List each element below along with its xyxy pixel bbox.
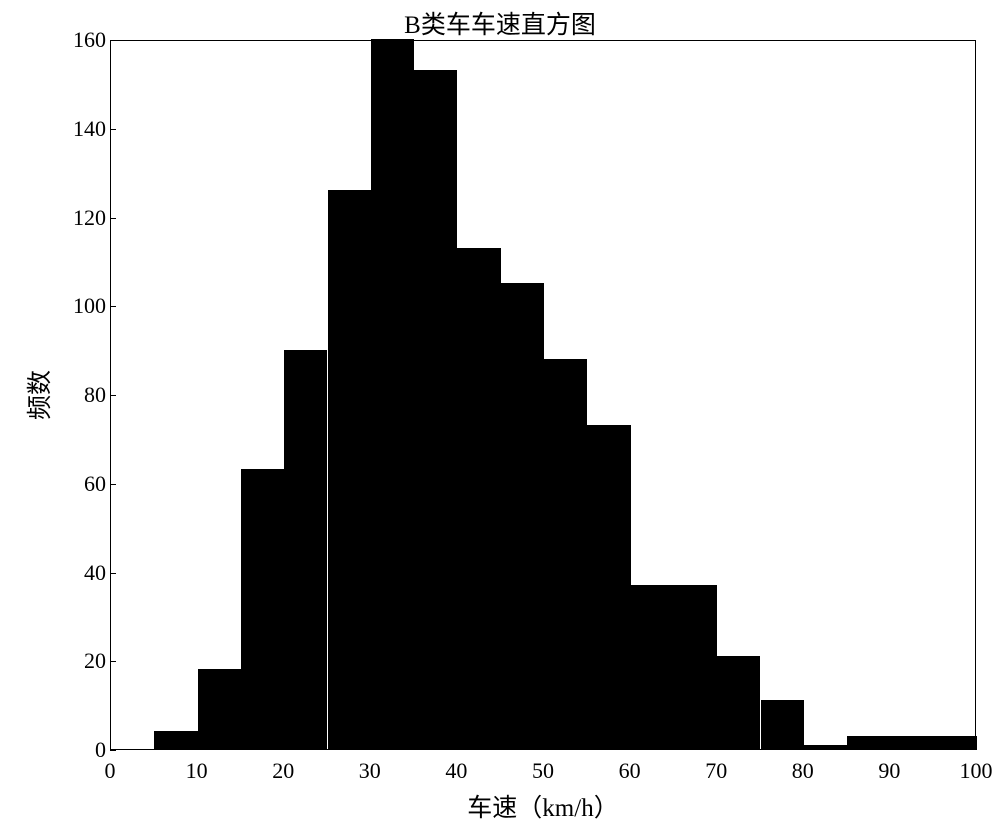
x-tick-label: 50	[532, 758, 554, 784]
x-tick-label: 0	[105, 758, 116, 784]
y-tick-mark	[110, 40, 116, 41]
x-tick-label: 10	[186, 758, 208, 784]
histogram-bar	[457, 248, 500, 749]
histogram-bar	[414, 70, 457, 749]
x-tick-mark	[889, 744, 890, 750]
y-axis-label: 频数	[20, 370, 56, 420]
histogram-bar	[501, 283, 544, 749]
y-tick-mark	[110, 395, 116, 396]
histogram-bar	[544, 359, 587, 750]
y-tick-label: 80	[84, 382, 106, 408]
x-tick-label: 90	[878, 758, 900, 784]
histogram-bar	[198, 669, 241, 749]
histogram-bar	[587, 425, 630, 749]
y-tick-mark	[110, 750, 116, 751]
histogram-bar	[674, 585, 717, 749]
y-tick-label: 60	[84, 471, 106, 497]
y-tick-label: 40	[84, 560, 106, 586]
y-tick-mark	[110, 573, 116, 574]
x-tick-mark	[370, 744, 371, 750]
x-axis-label: 车速（km/h）	[467, 788, 618, 824]
y-tick-label: 100	[73, 293, 106, 319]
x-tick-label: 80	[792, 758, 814, 784]
histogram-bar	[284, 350, 327, 749]
histogram-bar	[717, 656, 760, 749]
y-tick-mark	[110, 129, 116, 130]
histogram-bar	[328, 190, 371, 749]
figure: B类车车速直方图 频数 车速（km/h） 0 20 40 60 80 100 120 140 1…	[0, 0, 1000, 826]
chart-title: B类车车速直方图	[0, 5, 1000, 41]
histogram-bar	[934, 736, 977, 749]
x-tick-mark	[197, 744, 198, 750]
histogram-bar	[890, 736, 933, 749]
histogram-bar	[371, 39, 414, 749]
x-tick-label: 20	[272, 758, 294, 784]
x-tick-mark	[803, 744, 804, 750]
histogram-bar	[847, 736, 890, 749]
histogram-bar	[631, 585, 674, 749]
x-tick-mark	[630, 744, 631, 750]
x-tick-mark	[110, 744, 111, 750]
x-tick-mark	[456, 744, 457, 750]
y-tick-label: 20	[84, 648, 106, 674]
x-tick-label: 30	[359, 758, 381, 784]
y-tick-label: 120	[73, 205, 106, 231]
x-tick-label: 70	[705, 758, 727, 784]
x-tick-mark	[976, 744, 977, 750]
y-tick-label: 140	[73, 116, 106, 142]
y-tick-mark	[110, 218, 116, 219]
x-tick-label: 100	[960, 758, 993, 784]
y-tick-mark	[110, 306, 116, 307]
x-tick-mark	[283, 744, 284, 750]
x-tick-label: 40	[445, 758, 467, 784]
x-tick-label: 60	[619, 758, 641, 784]
x-tick-mark	[543, 744, 544, 750]
histogram-bar	[154, 731, 197, 749]
plot-area	[110, 40, 976, 750]
histogram-bar	[241, 469, 284, 749]
histogram-bar	[804, 745, 847, 749]
x-tick-mark	[716, 744, 717, 750]
y-tick-label: 160	[73, 27, 106, 53]
y-tick-mark	[110, 661, 116, 662]
histogram-bar	[761, 700, 804, 749]
y-tick-mark	[110, 484, 116, 485]
